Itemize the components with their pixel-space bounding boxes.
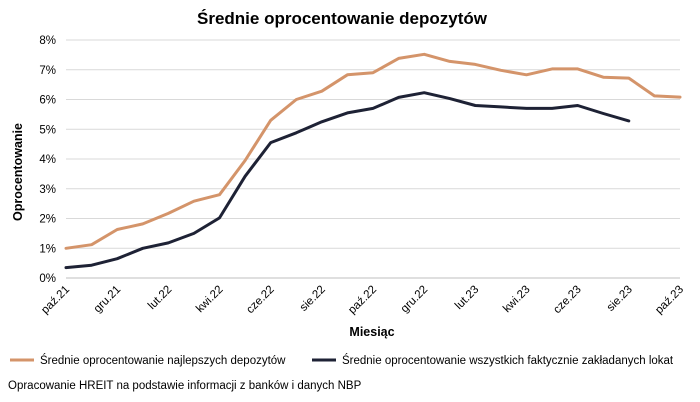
y-tick-label: 5% [39, 124, 56, 136]
legend: Średnie oprocentowanie najlepszych depoz… [10, 354, 674, 367]
y-tick-label: 3% [39, 184, 56, 196]
source-note: Opracowanie HREIT na podstawie informacj… [8, 380, 362, 392]
y-axis-ticks: 0% 1% 2% 3% 4% 5% 6% 7% 8% [39, 35, 56, 285]
x-tick-label: gru.21 [92, 284, 124, 316]
x-axis-label: Miesiąc [349, 325, 394, 339]
legend-label: Średnie oprocentowanie wszystkich faktyc… [342, 354, 674, 367]
series-line-2 [64, 91, 631, 270]
x-tick-label: kwi.23 [501, 284, 533, 316]
x-tick-label: paź.23 [653, 284, 686, 317]
gridlines [66, 39, 680, 279]
y-tick-label: 8% [39, 35, 56, 47]
chart-title: Średnie oprocentowanie depozytów [197, 9, 488, 28]
x-tick-label: lut.22 [146, 284, 174, 312]
y-tick-label: 2% [39, 214, 56, 226]
x-tick-label: sie.22 [298, 284, 328, 314]
y-axis-label: Oprocentowanie [11, 123, 25, 221]
legend-label: Średnie oprocentowanie najlepszych depoz… [40, 354, 286, 367]
y-tick-label: 7% [39, 65, 56, 77]
y-tick-label: 1% [39, 243, 56, 255]
x-tick-label: lut.23 [453, 284, 481, 312]
y-tick-label: 0% [39, 273, 56, 285]
x-axis-ticks: paź.21 gru.21 lut.22 kwi.22 cze.22 sie.22 paź.… [39, 284, 686, 317]
y-tick-label: 4% [39, 154, 56, 166]
x-tick-label: paź.22 [346, 284, 379, 317]
x-tick-label: paź.21 [39, 284, 72, 317]
x-tick-label: kwi.22 [194, 284, 226, 316]
x-tick-label: cze.23 [551, 284, 583, 316]
y-tick-label: 6% [39, 95, 56, 107]
series-line-1 [64, 52, 682, 250]
series-lines [64, 52, 682, 270]
x-tick-label: sie.23 [605, 284, 635, 314]
x-tick-label: cze.22 [244, 284, 276, 316]
x-tick-label: gru.22 [399, 284, 431, 316]
